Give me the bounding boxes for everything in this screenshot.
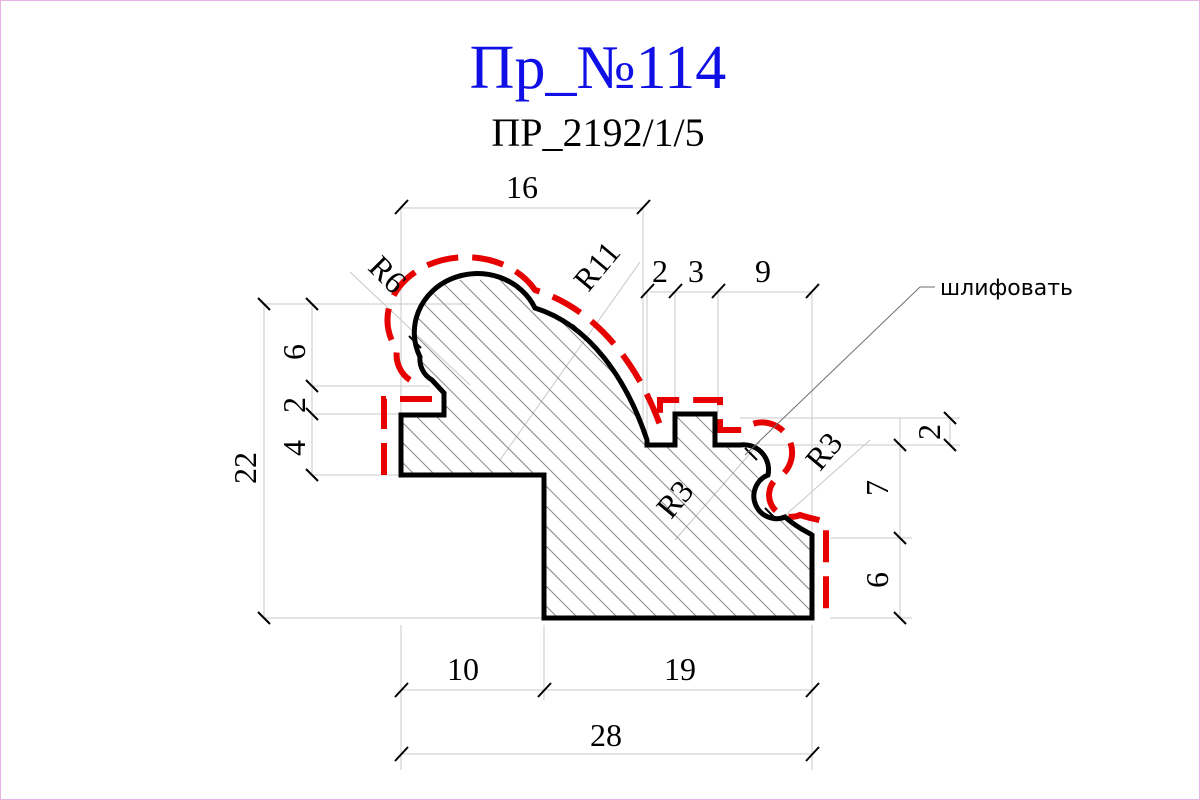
dim-right-6: 6 (859, 572, 895, 588)
drawing-subtitle: ПР_2192/1/5 (491, 110, 704, 155)
dim-step-2: 2 (652, 253, 668, 289)
radius-r6: R6 (362, 248, 414, 300)
dim-left-2: 2 (276, 397, 312, 413)
profile-outline (398, 271, 815, 621)
sanding-line (381, 254, 829, 618)
note-leader (744, 286, 935, 456)
drawing-title: Пр_№114 (470, 34, 727, 102)
dim-bottom-19: 19 (664, 651, 696, 687)
dim-right-7: 7 (859, 480, 895, 496)
dim-total-width: 28 (590, 717, 622, 753)
dim-bottom-10: 10 (447, 651, 479, 687)
extension-lines (262, 206, 960, 770)
dim-step-3: 3 (688, 253, 704, 289)
dim-step-9: 9 (755, 253, 771, 289)
radius-r3-right: R3 (798, 425, 850, 477)
dim-left-6: 6 (276, 344, 312, 360)
dim-left-4: 4 (276, 440, 312, 456)
dim-right-2: 2 (911, 424, 947, 440)
dim-top-width: 16 (506, 169, 538, 205)
sanding-note: шлифовать (940, 276, 1073, 301)
dim-total-height: 22 (227, 452, 263, 484)
radius-r11: R11 (566, 234, 627, 297)
